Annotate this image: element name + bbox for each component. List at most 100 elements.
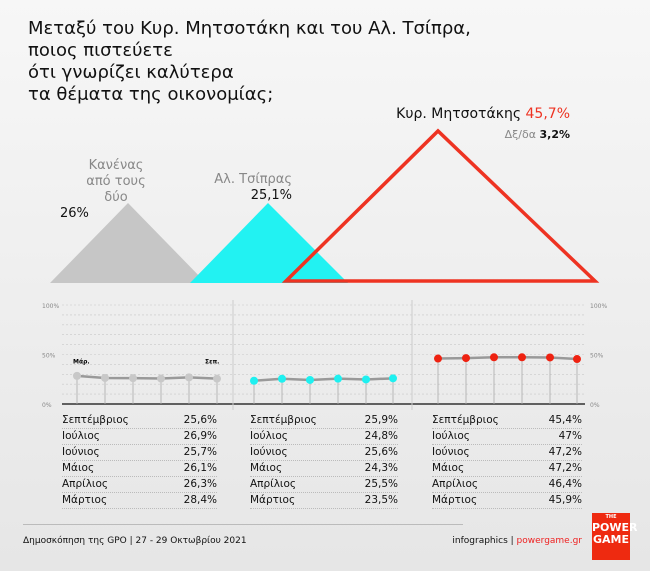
data-point <box>101 373 109 382</box>
footer-divider <box>23 524 463 525</box>
table-row: Απρίλιος 46,4% <box>432 477 582 493</box>
month: Μάρτιος <box>62 494 108 506</box>
month: Σεπτέμβριος <box>250 414 317 426</box>
table-row: Ιούνιος 47,2% <box>432 445 582 461</box>
table-row: Σεπτέμβριος 25,9% <box>250 413 398 429</box>
site-link[interactable]: powergame.gr <box>516 536 582 546</box>
value: 26,9% <box>183 430 217 442</box>
data-point <box>546 353 554 362</box>
footer-source: Δημοσκόπηση της GPO | 27 - 29 Οκτωβρίου … <box>23 536 247 546</box>
table-row: Ιούλιος 24,8% <box>250 429 398 445</box>
value: 26,3% <box>183 478 217 490</box>
value: 47,2% <box>548 446 582 458</box>
value: 24,3% <box>364 462 398 474</box>
value: 26,1% <box>183 462 217 474</box>
value-tsipras: 25,1% <box>250 188 292 203</box>
label-none: Κανένας από τους δύο <box>86 158 146 205</box>
table-row: Ιούνιος 25,7% <box>62 445 217 461</box>
value: 25,6% <box>183 414 217 426</box>
value: 47% <box>558 430 582 442</box>
y-tick-left: 100% <box>42 303 59 310</box>
month: Ιούλιος <box>62 430 100 442</box>
data-point <box>129 374 137 383</box>
table-row: Μάιος 47,2% <box>432 461 582 477</box>
series-line <box>437 356 578 361</box>
value: 23,5% <box>364 494 398 506</box>
trend-chart: 100% 100% 50% 50% 0% 0% Μάρ. Σεπ. <box>42 300 607 410</box>
x-label: Σεπ. <box>205 359 219 366</box>
data-point <box>278 374 286 383</box>
value: 47,2% <box>548 462 582 474</box>
data-point <box>362 375 370 384</box>
month: Μάρτιος <box>250 494 296 506</box>
value: 24,8% <box>364 430 398 442</box>
data-point <box>250 376 258 385</box>
table-row: Ιούλιος 26,9% <box>62 429 217 445</box>
month: Ιούνιος <box>62 446 100 458</box>
table-row: Σεπτέμβριος 45,4% <box>432 413 582 429</box>
value: 25,6% <box>364 446 398 458</box>
table-row: Μάιος 26,1% <box>62 461 217 477</box>
table-row: Μάιος 24,3% <box>250 461 398 477</box>
table-row: Ιούλιος 47% <box>432 429 582 445</box>
value: 45,9% <box>548 494 582 506</box>
data-point <box>462 354 470 363</box>
dkna: Δξ/δα 3,2% <box>504 128 570 141</box>
month: Μάιος <box>432 462 465 474</box>
y-tick-left: 50% <box>42 353 56 360</box>
value: 25,7% <box>183 446 217 458</box>
table-row: Μάρτιος 45,9% <box>432 493 582 509</box>
data-point <box>73 371 81 380</box>
value: 28,4% <box>183 494 217 506</box>
month: Απρίλιος <box>432 478 479 490</box>
month: Ιούλιος <box>432 430 470 442</box>
y-tick-right: 50% <box>590 353 604 360</box>
y-tick-right: 100% <box>590 303 607 310</box>
month: Ιούνιος <box>432 446 470 458</box>
data-point <box>490 353 498 362</box>
triangles <box>50 128 600 283</box>
footer-credit: infographics | powergame.gr <box>452 536 582 546</box>
month: Σεπτέμβριος <box>432 414 499 426</box>
table-tsipras: Σεπτέμβριος 25,9% Ιούλιος 24,8% Ιούνιος 25,6%… <box>250 413 398 509</box>
month: Απρίλιος <box>62 478 109 490</box>
table-none: Σεπτέμβριος 25,6% Ιούλιος 26,9% Ιούνιος 25,7%… <box>62 413 217 509</box>
table-mitsotakis: Σεπτέμβριος 45,4% Ιούλιος 47% Ιούνιος 47,2% Μά… <box>432 413 582 509</box>
table-row: Μάρτιος 23,5% <box>250 493 398 509</box>
value: 46,4% <box>548 478 582 490</box>
value-none: 26% <box>60 206 89 221</box>
month: Μάιος <box>250 462 283 474</box>
series-line <box>253 377 394 382</box>
table-row: Σεπτέμβριος 25,6% <box>62 413 217 429</box>
title: Μεταξύ του Κυρ. Μητσοτάκη και του Αλ. Τσ… <box>28 18 471 105</box>
data-point <box>518 353 526 362</box>
series-line <box>76 374 218 380</box>
month: Μάιος <box>62 462 95 474</box>
label-mitsotakis: Κυρ. Μητσοτάκης 45,7% <box>396 106 570 122</box>
month: Απρίλιος <box>250 478 297 490</box>
month: Σεπτέμβριος <box>62 414 129 426</box>
label-tsipras: Αλ. Τσίπρας <box>214 172 292 187</box>
data-point <box>573 355 581 364</box>
triangle-mitsotakis <box>281 128 600 283</box>
month: Ιούνιος <box>250 446 288 458</box>
table-row: Απρίλιος 26,3% <box>62 477 217 493</box>
data-point <box>157 374 165 383</box>
data-point <box>306 375 314 384</box>
triangle-none <box>50 203 206 283</box>
y-tick-left: 0% <box>42 402 52 409</box>
triangle-tsipras <box>190 203 348 283</box>
x-label: Μάρ. <box>73 359 90 366</box>
value: 25,5% <box>364 478 398 490</box>
month: Μάρτιος <box>432 494 478 506</box>
data-point <box>389 374 397 383</box>
table-row: Μάρτιος 28,4% <box>62 493 217 509</box>
table-row: Απρίλιος 25,5% <box>250 477 398 493</box>
data-point <box>213 374 221 383</box>
data-point <box>334 374 342 383</box>
value: 45,4% <box>548 414 582 426</box>
powergame-logo: THE POWER GAME <box>592 513 638 560</box>
month: Ιούλιος <box>250 430 288 442</box>
table-row: Ιούνιος 25,6% <box>250 445 398 461</box>
data-point <box>434 354 442 363</box>
